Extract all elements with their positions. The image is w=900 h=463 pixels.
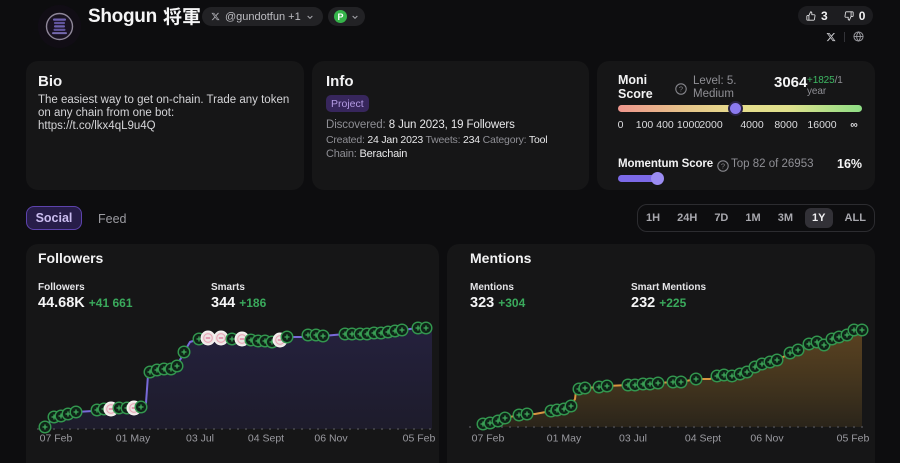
svg-text:03 Jul: 03 Jul — [619, 433, 647, 445]
svg-text:07 Feb: 07 Feb — [472, 433, 505, 445]
svg-text:04 Sept: 04 Sept — [248, 433, 284, 445]
svg-text:03 Jul: 03 Jul — [186, 433, 214, 445]
svg-text:?: ? — [721, 162, 725, 171]
svg-text:06 Nov: 06 Nov — [750, 433, 784, 445]
svg-text:07 Feb: 07 Feb — [40, 433, 73, 445]
svg-text:05 Feb: 05 Feb — [403, 433, 436, 445]
svg-text:01 May: 01 May — [547, 433, 582, 445]
svg-text:01 May: 01 May — [116, 433, 151, 445]
svg-text:04 Sept: 04 Sept — [685, 433, 721, 445]
svg-text:06 Nov: 06 Nov — [314, 433, 348, 445]
svg-text:05 Feb: 05 Feb — [837, 433, 870, 445]
svg-text:?: ? — [679, 85, 683, 94]
